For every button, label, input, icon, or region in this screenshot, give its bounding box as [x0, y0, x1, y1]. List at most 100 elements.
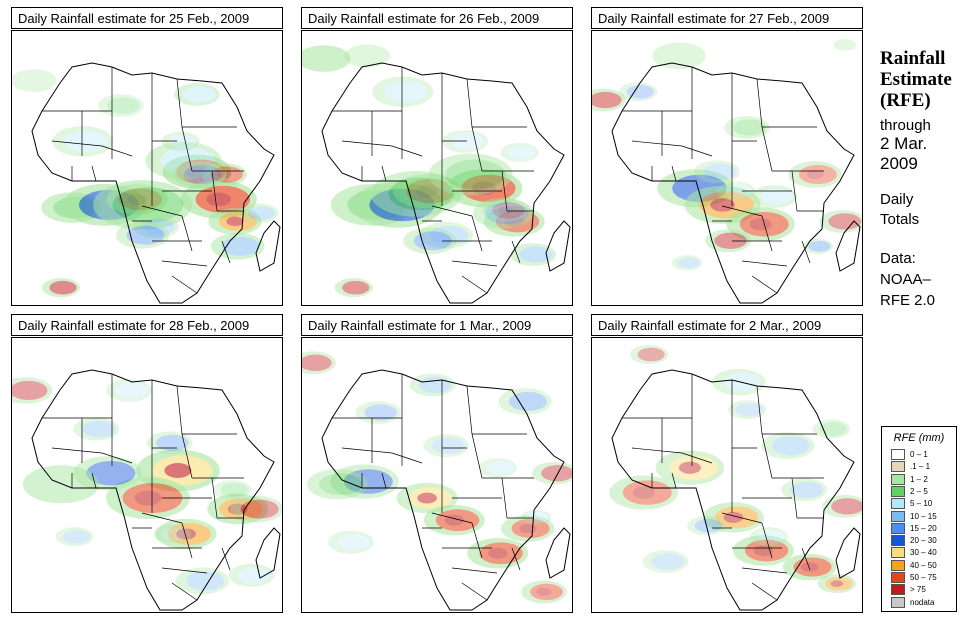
- country-border: [381, 165, 387, 182]
- rain-peak: [176, 528, 196, 540]
- rain-light: [106, 379, 152, 402]
- rain-core: [106, 97, 140, 114]
- rain-light: [694, 160, 740, 184]
- coastline: [321, 62, 565, 304]
- rain-area: [472, 197, 534, 229]
- country-border: [91, 472, 97, 489]
- rain-area: [93, 180, 193, 230]
- rain-area: [483, 198, 529, 222]
- rain-core: [838, 40, 855, 49]
- rain-light: [609, 475, 678, 510]
- rain-area: [467, 538, 529, 569]
- rain-peak: [164, 463, 192, 478]
- rain-core: [64, 130, 108, 153]
- rain-light: [819, 210, 862, 233]
- rain-area: [106, 379, 152, 402]
- country-border: [671, 165, 677, 182]
- country-border: [161, 567, 208, 574]
- legend-swatch: [891, 535, 905, 547]
- rain-area: [240, 203, 279, 223]
- legend-swatch: [891, 498, 905, 510]
- map-panel: Daily Rainfall estimate for 1 Mar., 2009: [301, 314, 575, 613]
- rain-area: [498, 388, 552, 415]
- country-border: [756, 385, 763, 435]
- country-border: [511, 240, 521, 264]
- rain-peak: [643, 351, 656, 358]
- map-panel: Daily Rainfall estimate for 2 Mar., 2009: [591, 314, 865, 613]
- country-border: [681, 452, 713, 464]
- legend-label: 20 – 30: [910, 536, 937, 546]
- rain-core: [353, 47, 387, 64]
- rain-light: [592, 88, 626, 112]
- rain-light: [822, 494, 862, 518]
- rain-area: [520, 509, 552, 526]
- country-border: [431, 512, 473, 524]
- rain-core: [541, 465, 572, 482]
- rain-light: [403, 227, 457, 255]
- ocean: [592, 31, 862, 305]
- rain-light: [302, 351, 336, 375]
- country-border: [181, 433, 193, 479]
- country-border: [471, 215, 483, 252]
- rain-core: [669, 455, 719, 480]
- rain-area: [423, 434, 470, 458]
- rain-area: [521, 580, 567, 604]
- rain-light: [521, 580, 567, 604]
- country-border: [391, 145, 423, 157]
- country-border: [461, 582, 488, 601]
- rain-peak: [134, 490, 162, 506]
- rain-area: [423, 504, 485, 536]
- rain-area: [12, 377, 53, 404]
- country-border: [511, 547, 521, 571]
- rain-light: [472, 197, 534, 229]
- legend-label: 1 – 2: [910, 474, 928, 484]
- rain-area: [609, 475, 678, 510]
- rain-area: [751, 185, 798, 209]
- rain-light: [228, 563, 275, 587]
- rain-light: [153, 524, 192, 544]
- rain-core: [825, 576, 853, 591]
- country-border: [471, 433, 483, 479]
- rainfall-legend: RFE (mm) 0 – 1 .1 – 1 1 – 2 2 – 5 5 – 10 10 –…: [881, 426, 957, 612]
- rain-peak: [536, 587, 552, 596]
- rain-peak: [830, 580, 843, 588]
- rain-area: [817, 574, 856, 594]
- country-border: [751, 275, 778, 294]
- country-border: [451, 260, 498, 267]
- country-border: [141, 205, 183, 217]
- rain-core: [808, 240, 831, 252]
- rain-light: [423, 434, 470, 458]
- rain-core: [831, 498, 862, 515]
- rain-core: [160, 527, 189, 541]
- rain-peak: [504, 216, 524, 227]
- rain-area: [702, 502, 764, 533]
- date-line: 2 Mar.: [880, 134, 928, 153]
- legend-label: 5 – 10: [910, 499, 933, 509]
- rain-light: [12, 69, 57, 93]
- rain-area: [370, 170, 462, 217]
- legend-label: 50 – 75: [910, 573, 937, 582]
- country-border: [761, 126, 773, 172]
- rain-area: [419, 221, 473, 249]
- rain-core: [486, 460, 514, 475]
- rain-area: [822, 494, 862, 518]
- legend-swatch: [891, 522, 905, 534]
- country-border: [451, 567, 498, 574]
- rain-core: [115, 382, 148, 399]
- rain-light: [498, 388, 552, 415]
- rain-area: [642, 550, 689, 573]
- rain-area: [161, 131, 200, 151]
- rain-light: [500, 142, 539, 162]
- coastline: [321, 369, 565, 611]
- rain-area: [355, 401, 402, 424]
- legend-swatch: [891, 485, 905, 497]
- legend-label: > 75: [910, 585, 926, 595]
- rain-core: [771, 436, 810, 456]
- rain-core: [364, 404, 397, 421]
- madagascar-coastline: [255, 220, 281, 272]
- rain-light: [372, 76, 434, 107]
- rain-area: [208, 208, 262, 235]
- rain-area: [306, 469, 368, 500]
- rain-area: [442, 129, 489, 153]
- rain-area: [732, 535, 794, 566]
